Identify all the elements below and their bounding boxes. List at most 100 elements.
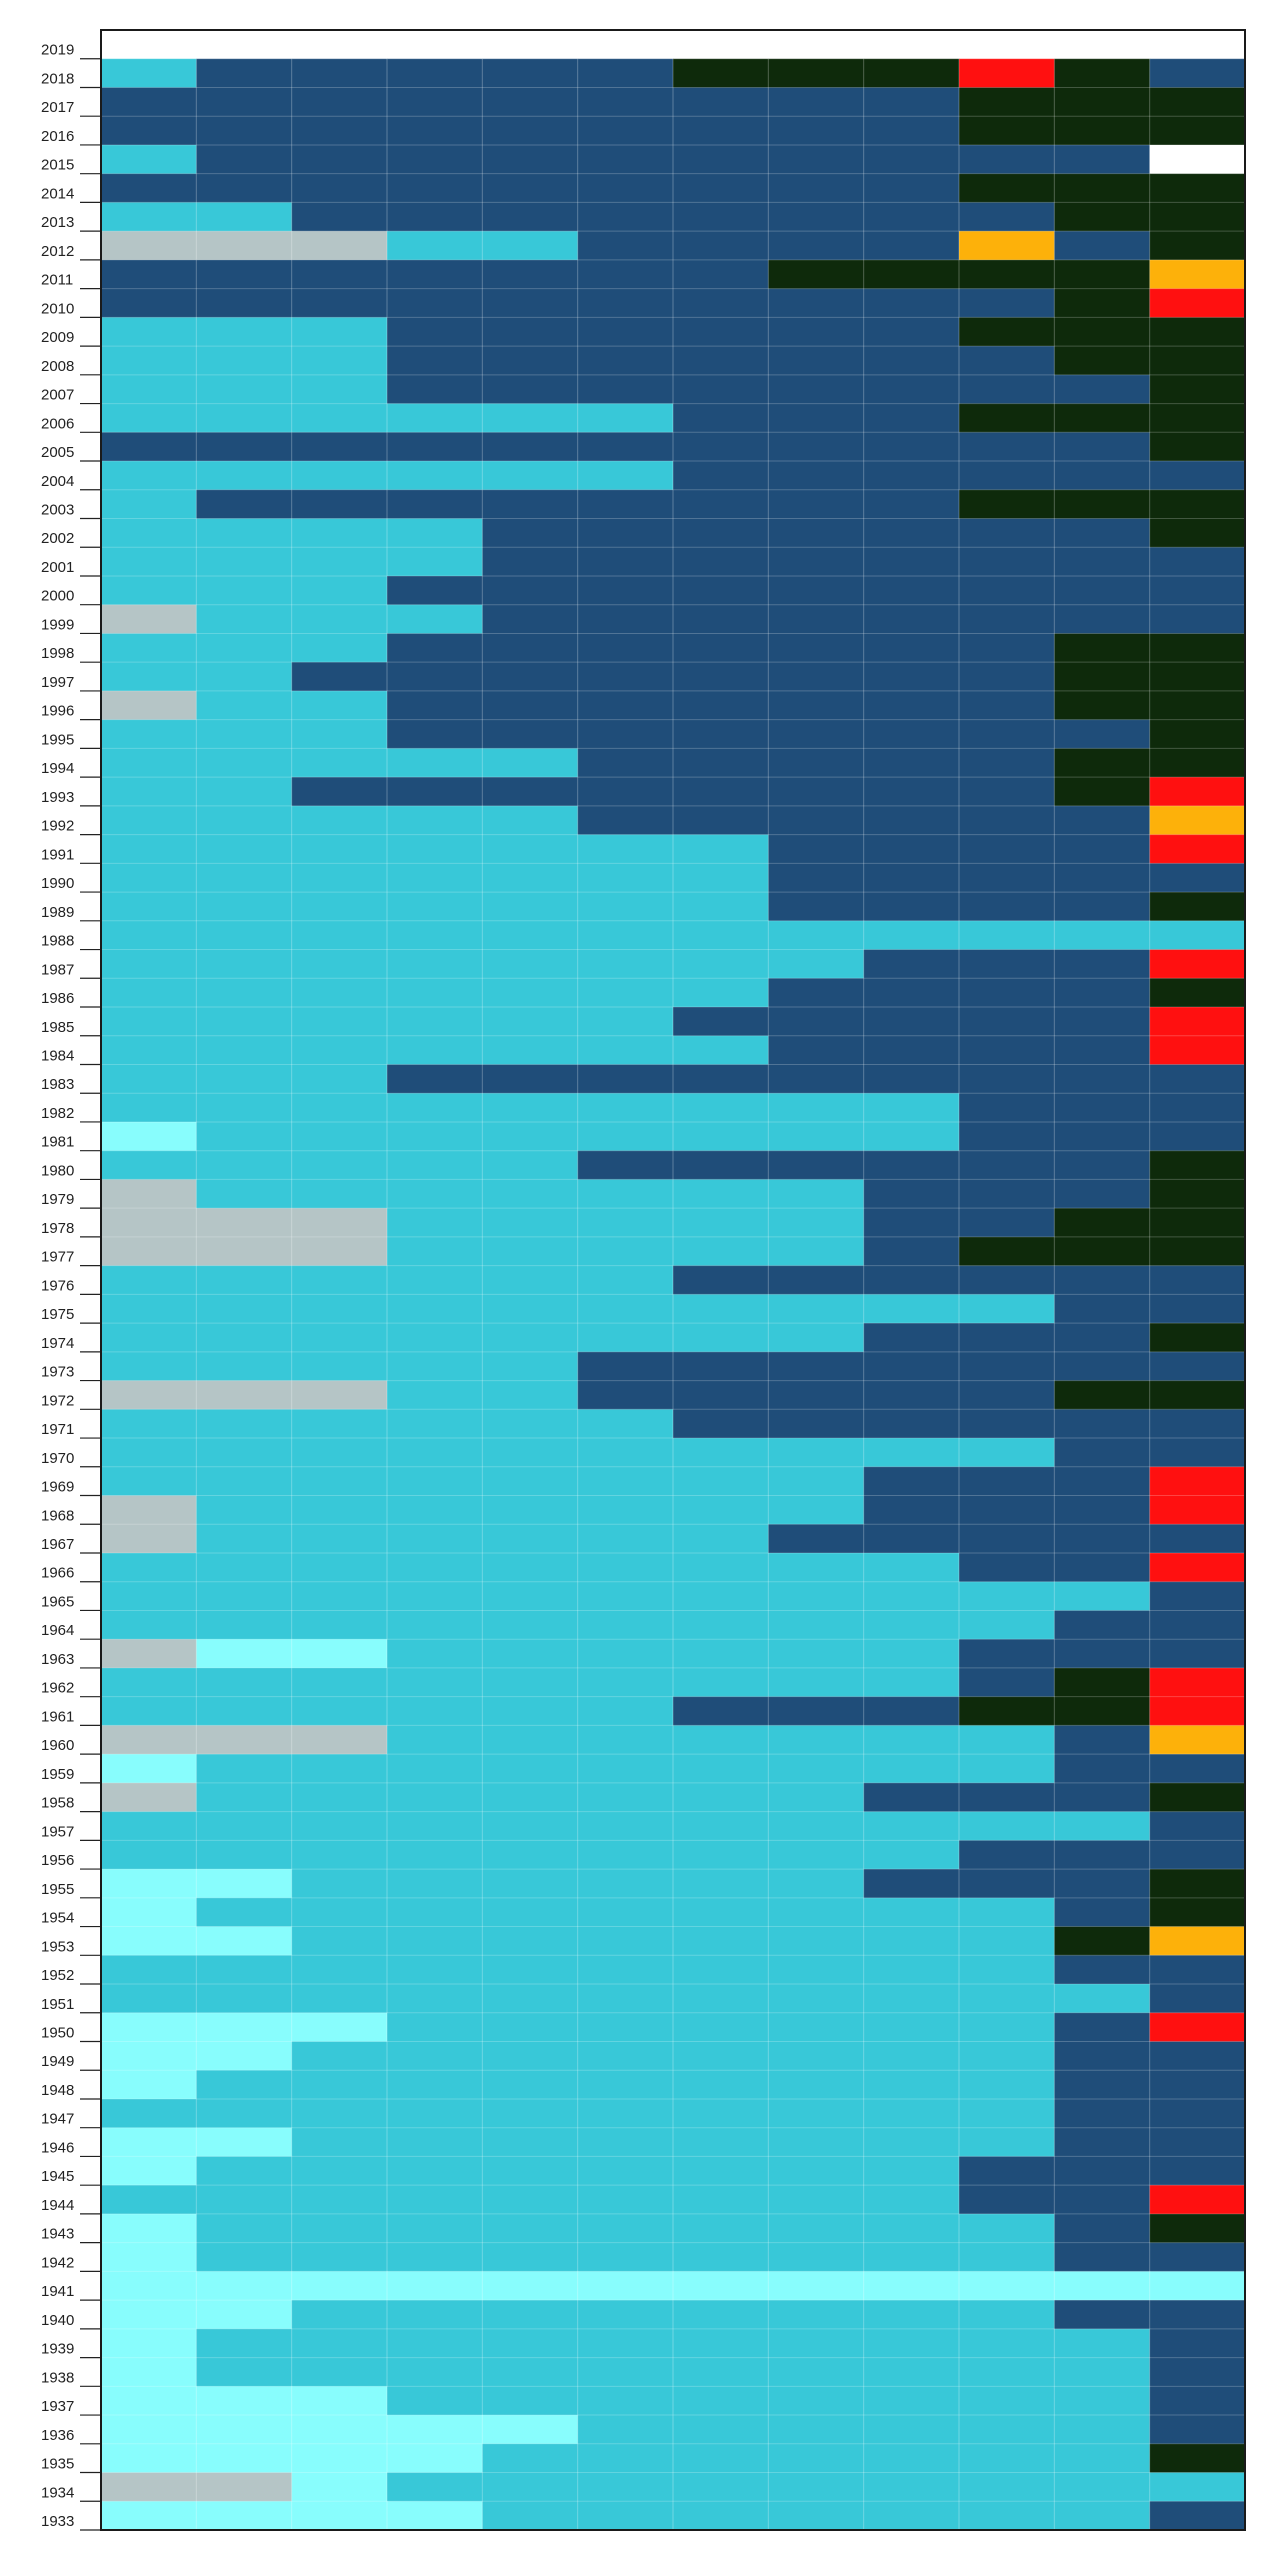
heatmap-cell-1985-col-9 xyxy=(863,1007,960,1037)
heatmap-cell-1973-col-12 xyxy=(1149,1351,1246,1382)
heatmap-cell-2016-col-12 xyxy=(1149,116,1246,146)
heatmap-cell-1965-col-9 xyxy=(863,1581,960,1612)
heatmap-cell-1960-col-5 xyxy=(482,1725,579,1755)
heatmap-cell-1960-col-8 xyxy=(768,1725,865,1755)
heatmap-cell-1963-col-11 xyxy=(1054,1639,1151,1669)
heatmap-cell-2003-col-9 xyxy=(863,489,960,520)
heatmap-cell-1993-col-12 xyxy=(1149,777,1246,807)
heatmap-cell-1996-col-9 xyxy=(863,690,960,721)
heatmap-cell-2010-col-1 xyxy=(101,288,197,318)
heatmap-cell-1943-col-12 xyxy=(1149,2213,1246,2244)
heatmap-cell-2005-col-8 xyxy=(768,432,865,462)
heatmap-cell-2007-col-12 xyxy=(1149,374,1246,405)
heatmap-cell-1977-col-2 xyxy=(196,1236,293,1267)
heatmap-cell-1933-col-11 xyxy=(1054,2501,1151,2531)
heatmap-cell-1971-col-11 xyxy=(1054,1409,1151,1439)
heatmap-cell-2013-col-7 xyxy=(673,202,769,232)
heatmap-cell-1948-col-8 xyxy=(768,2070,865,2100)
heatmap-cell-2010-col-11 xyxy=(1054,288,1151,318)
heatmap-cell-1941-col-3 xyxy=(291,2271,388,2301)
heatmap-cell-1976-col-11 xyxy=(1054,1265,1151,1295)
heatmap-cell-2008-col-8 xyxy=(768,346,865,376)
heatmap-cell-1967-col-5 xyxy=(482,1524,579,1554)
heatmap-cell-1955-col-12 xyxy=(1149,1869,1246,1899)
heatmap-cell-1964-col-9 xyxy=(863,1610,960,1640)
heatmap-cell-1955-col-6 xyxy=(577,1869,674,1899)
heatmap-cell-1937-col-10 xyxy=(959,2386,1055,2416)
heatmap-cell-1969-col-12 xyxy=(1149,1466,1246,1497)
heatmap-cell-2002-col-10 xyxy=(959,518,1055,548)
heatmap-cell-2007-col-10 xyxy=(959,374,1055,405)
heatmap-cell-2002-col-6 xyxy=(577,518,674,548)
heatmap-cell-1953-col-11 xyxy=(1054,1926,1151,1956)
heatmap-cell-2006-col-8 xyxy=(768,403,865,433)
heatmap-cell-1971-col-1 xyxy=(101,1409,197,1439)
heatmap-cell-1978-col-3 xyxy=(291,1208,388,1238)
heatmap-cell-1946-col-7 xyxy=(673,2127,769,2158)
heatmap-cell-1986-col-2 xyxy=(196,978,293,1008)
heatmap-cell-1976-col-12 xyxy=(1149,1265,1246,1295)
heatmap-cell-2001-col-4 xyxy=(387,547,483,577)
heatmap-cell-1989-col-12 xyxy=(1149,892,1246,922)
heatmap-cell-1983-col-9 xyxy=(863,1064,960,1094)
heatmap-cell-1952-col-8 xyxy=(768,1955,865,1985)
heatmap-cell-1950-col-3 xyxy=(291,2012,388,2043)
heatmap-cell-1972-col-9 xyxy=(863,1380,960,1410)
y-tick-label: 1962 xyxy=(41,1680,74,1697)
heatmap-cell-1987-col-7 xyxy=(673,949,769,979)
heatmap-cell-1950-col-5 xyxy=(482,2012,579,2043)
heatmap-cell-1991-col-4 xyxy=(387,834,483,864)
heatmap-cell-1938-col-3 xyxy=(291,2357,388,2387)
heatmap-cell-1954-col-1 xyxy=(101,1897,197,1928)
heatmap-cell-1961-col-9 xyxy=(863,1696,960,1727)
heatmap-cell-1989-col-5 xyxy=(482,892,579,922)
heatmap-cell-1958-col-12 xyxy=(1149,1782,1246,1813)
heatmap-cell-1985-col-10 xyxy=(959,1007,1055,1037)
heatmap-cell-1961-col-8 xyxy=(768,1696,865,1727)
heatmap-cell-1993-col-11 xyxy=(1054,777,1151,807)
heatmap-cell-1965-col-10 xyxy=(959,1581,1055,1612)
y-tick-label: 1956 xyxy=(41,1852,74,1869)
heatmap-cell-1966-col-9 xyxy=(863,1552,960,1583)
heatmap-cell-1995-col-8 xyxy=(768,719,865,749)
heatmap-cell-1939-col-2 xyxy=(196,2328,293,2359)
heatmap-cell-2000-col-4 xyxy=(387,575,483,606)
heatmap-cell-1945-col-10 xyxy=(959,2156,1055,2186)
heatmap-cell-1993-col-6 xyxy=(577,777,674,807)
heatmap-cell-1958-col-7 xyxy=(673,1782,769,1813)
heatmap-cell-1966-col-3 xyxy=(291,1552,388,1583)
heatmap-cell-1945-col-6 xyxy=(577,2156,674,2186)
heatmap-cell-2011-col-1 xyxy=(101,259,197,290)
heatmap-cell-1954-col-3 xyxy=(291,1897,388,1928)
heatmap-cell-1960-col-7 xyxy=(673,1725,769,1755)
heatmap-cell-2017-col-3 xyxy=(291,87,388,117)
y-tick-label: 1946 xyxy=(41,2139,74,2156)
y-tick-label: 2019 xyxy=(41,42,74,59)
heatmap-cell-1988-col-9 xyxy=(863,920,960,951)
heatmap-cell-1954-col-12 xyxy=(1149,1897,1246,1928)
heatmap-cell-1939-col-10 xyxy=(959,2328,1055,2359)
heatmap-cell-1934-col-7 xyxy=(673,2472,769,2502)
heatmap-cell-1982-col-5 xyxy=(482,1093,579,1123)
heatmap-cell-2008-col-9 xyxy=(863,346,960,376)
heatmap-cell-1969-col-7 xyxy=(673,1466,769,1497)
heatmap-cell-1995-col-12 xyxy=(1149,719,1246,749)
heatmap-cell-2005-col-6 xyxy=(577,432,674,462)
heatmap-cell-1974-col-1 xyxy=(101,1323,197,1353)
heatmap-cell-2002-col-1 xyxy=(101,518,197,548)
heatmap-cell-1963-col-7 xyxy=(673,1639,769,1669)
heatmap-cell-1978-col-1 xyxy=(101,1208,197,1238)
heatmap-cell-1992-col-1 xyxy=(101,805,197,836)
heatmap-cell-1942-col-3 xyxy=(291,2242,388,2272)
heatmap-cell-1984-col-6 xyxy=(577,1035,674,1066)
heatmap-cell-2006-col-5 xyxy=(482,403,579,433)
y-tick-label: 2018 xyxy=(41,70,74,87)
heatmap-cell-1942-col-7 xyxy=(673,2242,769,2272)
heatmap-cell-1993-col-5 xyxy=(482,777,579,807)
heatmap-cell-1961-col-6 xyxy=(577,1696,674,1727)
heatmap-cell-1992-col-8 xyxy=(768,805,865,836)
heatmap-cell-1966-col-11 xyxy=(1054,1552,1151,1583)
heatmap-cell-1962-col-11 xyxy=(1054,1667,1151,1698)
heatmap-cell-2008-col-12 xyxy=(1149,346,1246,376)
heatmap-cell-2003-col-10 xyxy=(959,489,1055,520)
